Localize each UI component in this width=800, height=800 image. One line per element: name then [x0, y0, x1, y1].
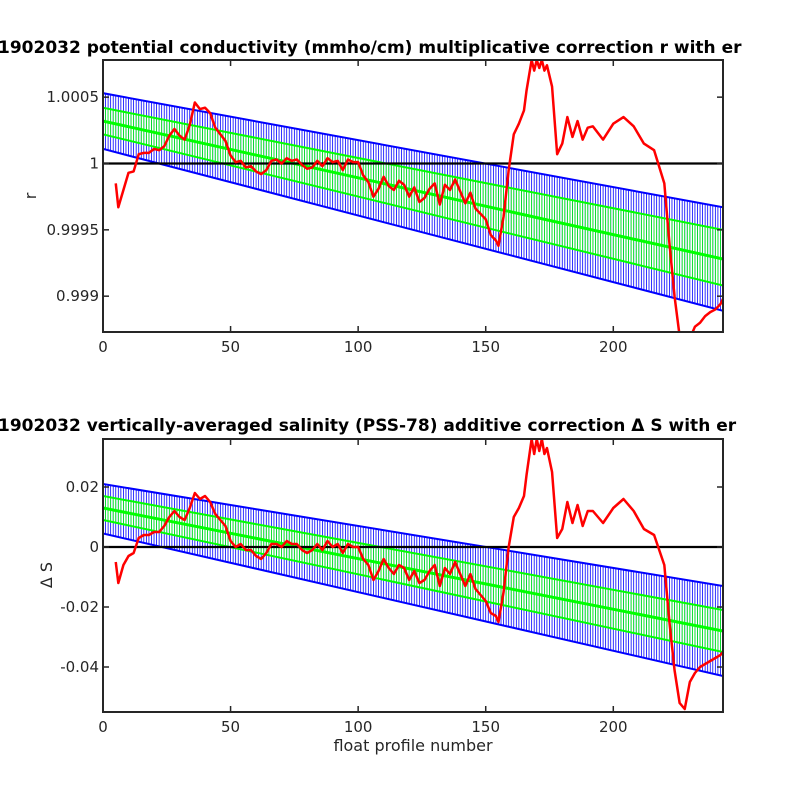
blue-lower-line	[103, 147, 723, 312]
green-lower-line	[103, 519, 723, 653]
y-tick-label: 0.02	[66, 478, 99, 496]
y-tick-label: -0.04	[60, 658, 99, 676]
red-series-line	[114, 439, 723, 711]
green-upper-line	[103, 495, 723, 611]
x-tick-label: 0	[98, 718, 108, 736]
y-tick-label: 1.0005	[47, 88, 100, 106]
x-tick-label: 150	[471, 338, 500, 356]
chart-title: 1902032 vertically-averaged salinity (PS…	[0, 416, 737, 436]
x-tick-label: 50	[221, 718, 240, 736]
x-tick-label: 100	[344, 718, 373, 736]
y-tick-label: 0	[89, 538, 99, 556]
blue-upper-line	[103, 92, 723, 209]
blue-lower-line	[103, 532, 723, 677]
chart-title: 1902032 potential conductivity (mmho/cm)…	[0, 38, 742, 58]
blue-upper-line	[103, 483, 723, 587]
red-series-line	[114, 60, 723, 332]
axes-frame	[102, 59, 724, 333]
y-tick-label: 1	[89, 154, 99, 172]
x-tick-label: 100	[344, 338, 373, 356]
green-upper-line	[103, 106, 723, 231]
y-axis-label: r	[21, 192, 40, 199]
y-tick-label: 0.9995	[47, 221, 100, 239]
axes-frame	[102, 438, 724, 713]
conductivity-correction-chart: 1902032 potential conductivity (mmho/cm)…	[0, 38, 742, 356]
x-tick-label: 50	[221, 338, 240, 356]
x-tick-label: 200	[599, 718, 628, 736]
green-fit-line	[103, 506, 723, 633]
y-tick-label: 0.999	[56, 287, 99, 305]
x-axis-label: float profile number	[333, 736, 493, 755]
x-tick-label: 0	[98, 338, 108, 356]
green-lower-line	[103, 133, 723, 287]
plot-area	[103, 439, 723, 711]
x-tick-label: 200	[599, 338, 628, 356]
y-axis-label: Δ S	[37, 562, 56, 588]
salinity-correction-chart: 1902032 vertically-averaged salinity (PS…	[0, 416, 737, 755]
y-tick-label: -0.02	[60, 598, 99, 616]
plot-area	[103, 60, 723, 332]
x-tick-label: 150	[471, 718, 500, 736]
